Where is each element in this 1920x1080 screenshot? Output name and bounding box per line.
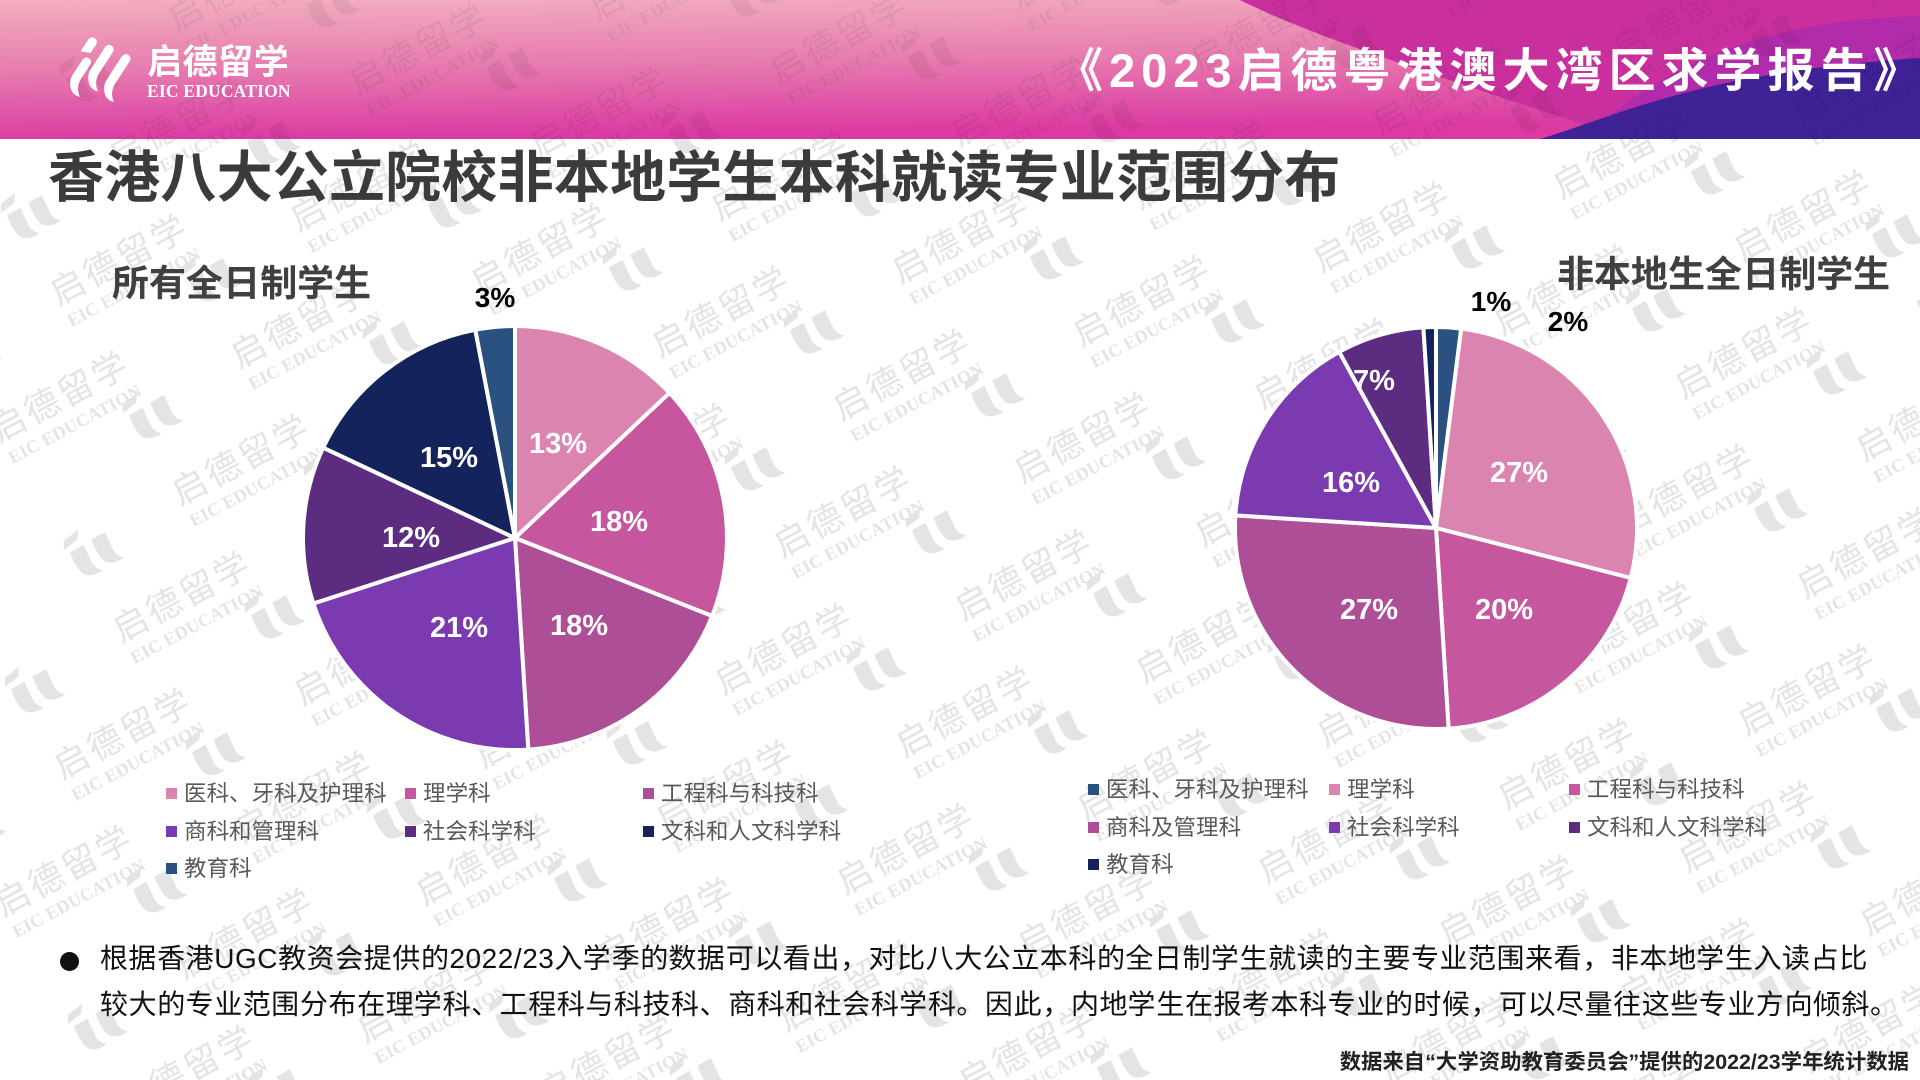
svg-text:2%: 2% [1548, 306, 1589, 337]
svg-text:12%: 12% [382, 522, 440, 554]
svg-text:EIC EDUCATION: EIC EDUCATION [147, 81, 291, 101]
svg-text:启德留学: 启德留学 [147, 34, 289, 85]
svg-text:1%: 1% [1471, 286, 1512, 317]
svg-text:21%: 21% [430, 612, 488, 644]
svg-text:16%: 16% [1322, 467, 1380, 499]
svg-text:3%: 3% [475, 282, 516, 313]
svg-text:13%: 13% [529, 428, 587, 460]
svg-text:18%: 18% [550, 610, 608, 642]
svg-text:20%: 20% [1475, 594, 1533, 626]
svg-text:27%: 27% [1490, 457, 1548, 489]
svg-text:18%: 18% [590, 506, 648, 538]
svg-text:15%: 15% [420, 442, 478, 474]
svg-text:7%: 7% [1353, 365, 1395, 397]
svg-text:27%: 27% [1340, 594, 1398, 626]
